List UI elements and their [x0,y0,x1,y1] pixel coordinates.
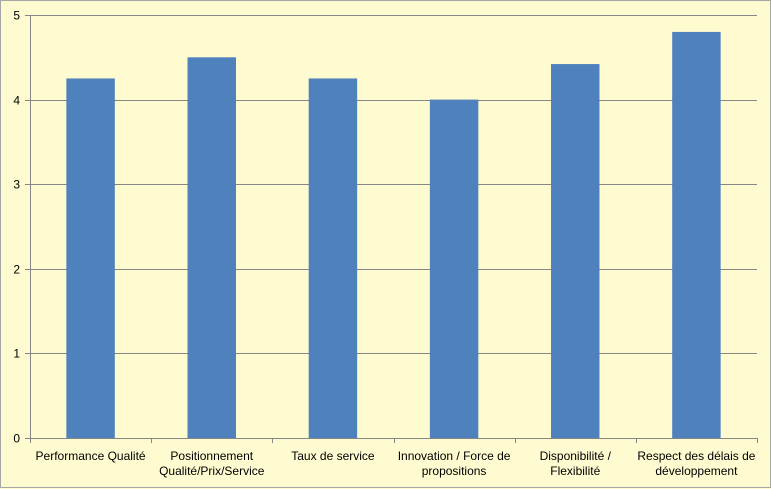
gridlines [30,15,757,354]
x-category-label: Performance Qualité [36,449,146,463]
x-category-label: Disponibilité / Flexibilité [540,449,612,478]
bar [308,78,358,438]
y-tick-label: 1 [13,347,20,361]
x-category-label: Positionnement Qualité/Prix/Service [159,449,265,478]
bar [429,99,479,438]
bar [672,31,721,438]
bar [551,64,600,439]
y-tick-label: 0 [13,432,20,446]
bar [187,57,236,439]
axes [25,15,758,443]
x-category-labels: Performance Qualité Positionnement Qualité… [36,449,756,478]
y-tick-labels: 0 1 2 3 4 5 [13,9,20,446]
y-tick-label: 2 [13,263,20,277]
bars [66,31,721,439]
x-category-label: Respect des délais de développement [637,449,755,478]
x-category-label: Taux de service [291,449,375,463]
bar [66,78,115,438]
y-tick-label: 3 [13,178,20,192]
x-category-label: Innovation / Force de propositions [398,449,511,478]
y-tick-label: 5 [13,9,20,23]
y-tick-label: 4 [13,94,20,108]
